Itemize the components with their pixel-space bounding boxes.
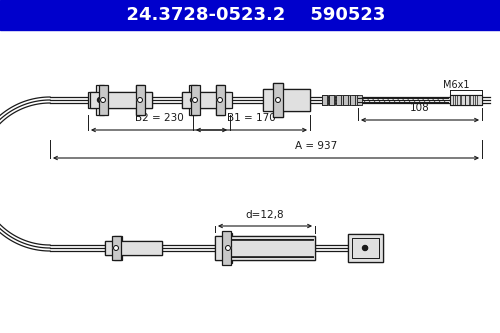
Bar [224,233,232,263]
Bar [263,89,310,111]
Circle shape [138,98,142,103]
Circle shape [226,245,230,250]
Bar [329,95,334,105]
Bar [352,238,379,258]
Bar [348,234,383,262]
Bar [112,236,121,260]
Bar [350,95,355,105]
Circle shape [218,98,222,103]
Circle shape [218,98,222,103]
Circle shape [226,245,230,250]
Bar [114,236,122,260]
Bar [329,95,335,105]
Text: B1 = 170: B1 = 170 [227,113,276,123]
Circle shape [114,245,118,250]
Bar [337,95,343,105]
Text: d=12,8: d=12,8 [246,210,284,220]
Bar [343,95,348,105]
Bar [88,92,152,108]
Bar [136,85,144,115]
Bar [263,89,310,111]
Bar [0,0,500,30]
Circle shape [116,246,120,250]
Bar [215,236,315,260]
Bar [273,83,283,117]
Bar [136,85,144,115]
Bar [96,85,104,115]
Bar [352,238,379,258]
Text: 108: 108 [410,103,430,113]
Bar [90,92,152,108]
Bar [190,85,200,115]
Bar [98,85,108,115]
Text: B2 = 230: B2 = 230 [134,113,184,123]
Bar [182,85,230,115]
Bar [348,234,383,262]
Bar [344,95,350,105]
Bar [336,95,341,105]
Text: 24.3728-0523.2    590523: 24.3728-0523.2 590523 [114,6,386,24]
Bar [105,241,162,255]
Text: M6x1: M6x1 [443,80,469,90]
Circle shape [98,98,102,103]
Bar [88,85,152,115]
Circle shape [100,98,105,103]
Circle shape [190,98,196,103]
Circle shape [192,98,198,103]
Bar [182,92,232,108]
Bar [215,236,315,260]
Bar [216,85,224,115]
Bar [322,95,327,105]
Circle shape [276,98,280,103]
Bar [105,236,162,260]
Circle shape [138,98,142,103]
Bar [352,95,358,105]
Circle shape [362,245,368,250]
Bar [182,92,230,108]
Bar [105,241,162,255]
Bar [222,231,231,265]
Bar [357,95,362,105]
Bar [216,85,224,115]
Bar [189,85,197,115]
Text: A = 937: A = 937 [295,141,337,151]
Bar [215,233,315,263]
Bar [450,95,482,105]
Circle shape [276,98,280,103]
Bar [273,83,283,117]
Circle shape [364,246,368,250]
Bar [263,83,310,117]
Bar [450,95,482,105]
Bar [322,95,328,105]
